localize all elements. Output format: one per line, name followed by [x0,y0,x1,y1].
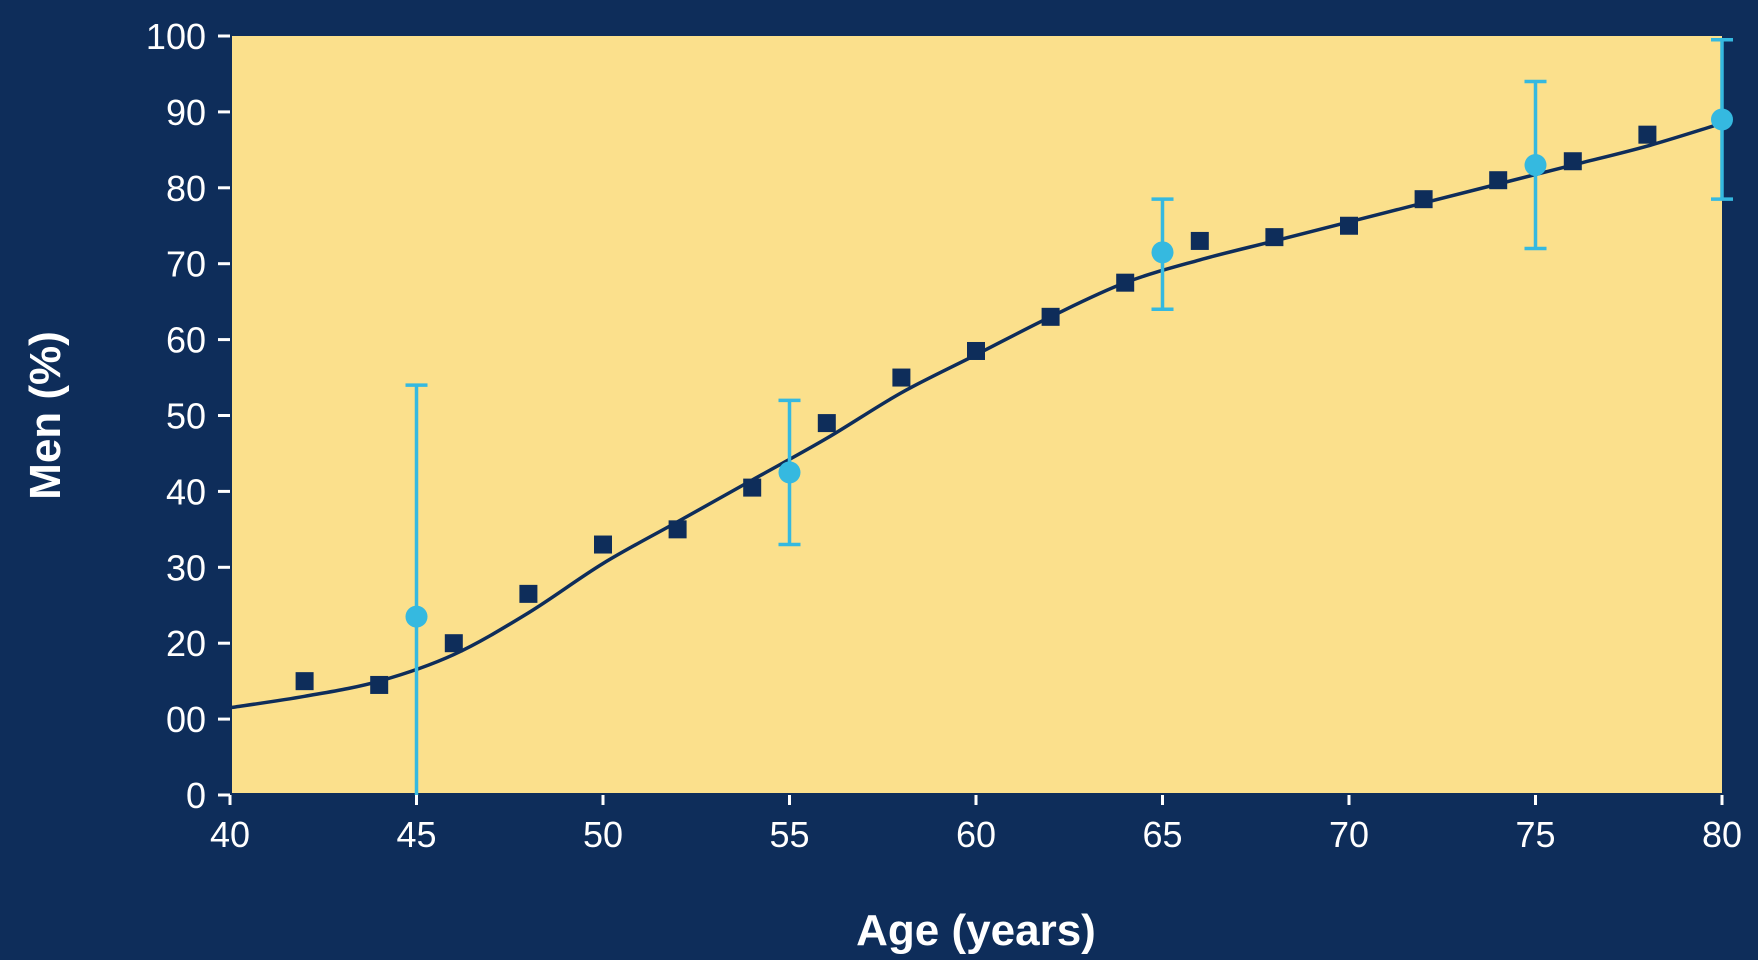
square-point [1265,228,1284,247]
x-tick-labels: 40 45 50 55 60 65 70 75 80 [210,814,1742,855]
x-tick-label: 55 [769,814,809,855]
y-tick-label: 50 [166,396,206,437]
circle-point [1711,108,1733,131]
axes [218,34,1724,805]
square-point [1489,171,1508,190]
circle-point [405,605,428,628]
square-point [1041,307,1060,326]
fit-curve [229,121,1723,710]
x-tick-label: 80 [1702,814,1742,855]
y-tick-label: 100 [146,16,206,57]
square-point [1638,125,1657,144]
x-tick-label: 50 [583,814,623,855]
x-tick-label: 65 [1142,814,1182,855]
series-layer [229,38,1733,795]
y-tick-label: 0 [186,775,206,816]
y-tick-label: 70 [166,244,206,285]
x-tick-label: 45 [396,814,436,855]
square-point [1414,190,1433,209]
square-point [892,368,911,387]
square-point [1340,216,1358,235]
x-tick-label: 70 [1329,814,1369,855]
square-point [519,584,538,603]
circle-point [1151,241,1174,264]
y-tick-label: 00 [166,699,206,740]
y-tick-label: 90 [166,92,206,133]
circle-point [1524,154,1547,177]
x-axis-title: Age (years) [856,906,1096,955]
circle-point [778,461,801,484]
x-tick-label: 60 [956,814,996,855]
square-point [1116,273,1135,292]
y-tick-label: 60 [166,320,206,361]
plot-area [230,36,1722,795]
square-point [1563,152,1582,171]
square-point [370,675,389,694]
square-point [967,341,985,360]
square-point [817,414,836,433]
square-point [668,520,687,539]
square-point [295,672,314,691]
square-point [594,535,612,554]
y-tick-label: 30 [166,547,206,588]
y-axis-title: Men (%) [21,331,70,500]
square-point [1190,231,1209,250]
y-tick-label: 80 [166,168,206,209]
y-tick-label: 40 [166,471,206,512]
x-tick-label: 40 [210,814,250,855]
square-point [444,634,463,653]
x-tick-label: 75 [1515,814,1555,855]
y-tick-label: 20 [166,623,206,664]
square-point [743,478,762,497]
